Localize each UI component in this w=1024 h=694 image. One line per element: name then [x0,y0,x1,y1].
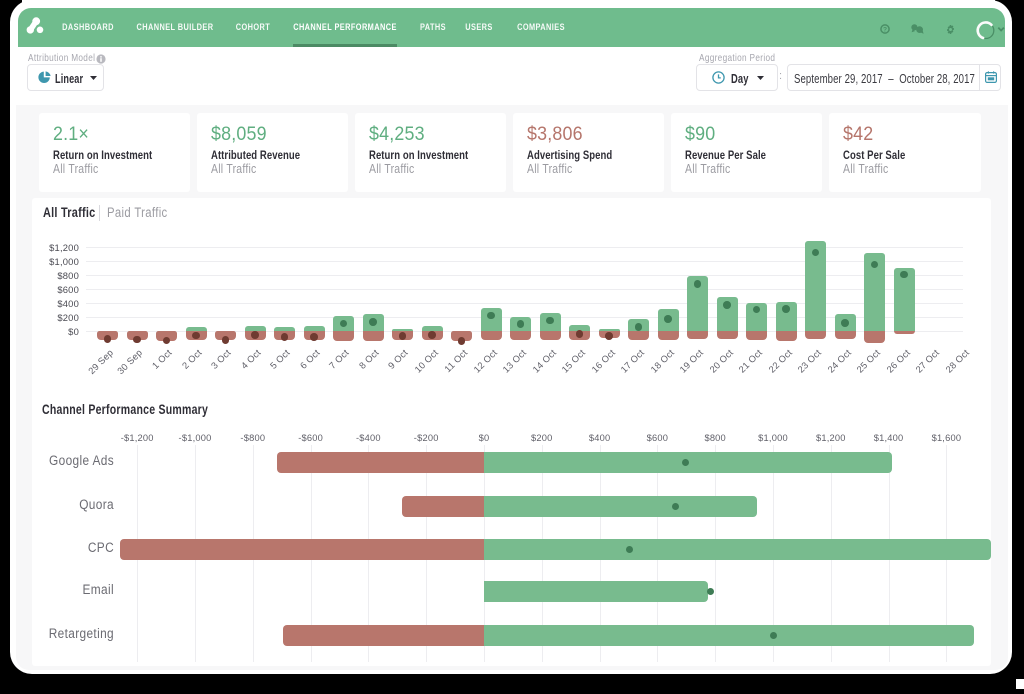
svg-text:?: ? [882,27,886,34]
